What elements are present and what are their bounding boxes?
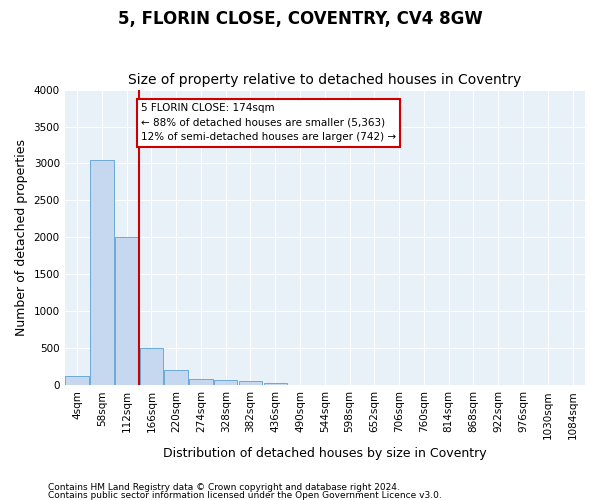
Text: Contains HM Land Registry data © Crown copyright and database right 2024.: Contains HM Land Registry data © Crown c…	[48, 483, 400, 492]
Bar	[140, 348, 163, 385]
Bar	[239, 382, 262, 385]
Text: 5 FLORIN CLOSE: 174sqm
← 88% of detached houses are smaller (5,363)
12% of semi-: 5 FLORIN CLOSE: 174sqm ← 88% of detached…	[141, 103, 396, 142]
Bar	[115, 238, 139, 385]
Y-axis label: Number of detached properties: Number of detached properties	[15, 139, 28, 336]
Bar	[189, 380, 213, 385]
Bar	[164, 370, 188, 385]
Title: Size of property relative to detached houses in Coventry: Size of property relative to detached ho…	[128, 73, 521, 87]
Bar	[65, 376, 89, 385]
Text: 5, FLORIN CLOSE, COVENTRY, CV4 8GW: 5, FLORIN CLOSE, COVENTRY, CV4 8GW	[118, 10, 482, 28]
Text: Contains public sector information licensed under the Open Government Licence v3: Contains public sector information licen…	[48, 490, 442, 500]
X-axis label: Distribution of detached houses by size in Coventry: Distribution of detached houses by size …	[163, 447, 487, 460]
Bar	[90, 160, 113, 385]
Bar	[214, 380, 238, 385]
Bar	[263, 382, 287, 385]
